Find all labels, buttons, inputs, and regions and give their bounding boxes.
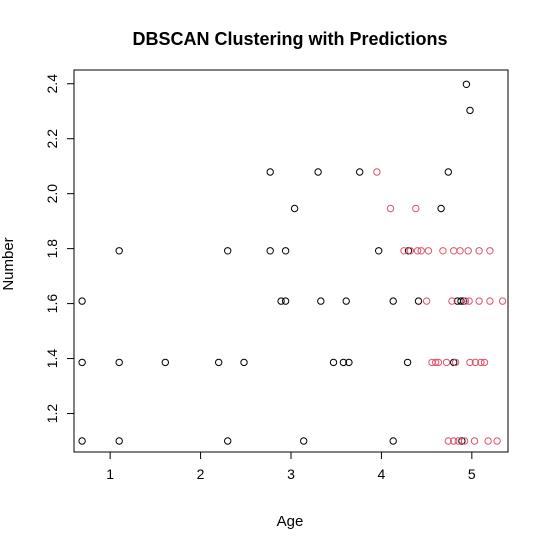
data-point-s0-6 — [161, 358, 170, 367]
data-point-s1-1 — [386, 204, 395, 213]
chart-title: DBSCAN Clustering with Predictions — [132, 29, 447, 49]
data-point-s0-21 — [339, 358, 348, 367]
data-point-s1-24 — [465, 297, 473, 305]
data-point-s0-16 — [290, 204, 299, 213]
y-tick-label-1: 1.4 — [44, 349, 60, 369]
data-point-s0-2 — [78, 297, 86, 305]
data-point-s1-5 — [413, 247, 422, 255]
y-tick-label-6: 2.4 — [44, 74, 60, 94]
data-point-s1-11 — [434, 358, 443, 367]
data-point-s0-39 — [466, 106, 474, 115]
data-point-s1-7 — [422, 297, 431, 305]
data-point-s0-5 — [115, 247, 123, 255]
data-point-s1-9 — [428, 358, 436, 367]
data-point-s0-1 — [78, 358, 86, 367]
data-point-s0-22 — [342, 297, 350, 305]
y-tick-label-3: 1.8 — [44, 239, 60, 259]
data-point-s1-22 — [461, 297, 470, 305]
data-point-s0-12 — [266, 168, 274, 176]
y-axis: 1.2 1.4 1.6 1.8 2.0 2.2 2.4 — [44, 74, 75, 424]
data-point-s0-4 — [115, 358, 123, 367]
data-point-s1-29 — [475, 247, 483, 255]
data-point-s1-30 — [477, 358, 485, 367]
data-point-s0-19 — [317, 297, 325, 305]
data-point-s0-7 — [215, 358, 223, 367]
data-point-s1-0 — [373, 168, 381, 176]
data-point-s1-15 — [448, 297, 456, 305]
data-point-s1-27 — [471, 358, 480, 367]
data-point-s0-25 — [375, 247, 383, 255]
y-tick-label-2: 1.6 — [44, 294, 60, 314]
data-point-s1-34 — [486, 247, 494, 255]
data-point-s1-36 — [498, 297, 507, 305]
data-point-s1-13 — [442, 358, 451, 367]
data-point-s0-8 — [224, 437, 232, 445]
data-point-s1-17 — [450, 247, 458, 255]
data-point-s0-11 — [266, 247, 274, 255]
data-point-s1-32 — [484, 437, 492, 445]
data-point-s1-18 — [451, 358, 460, 367]
data-point-s1-12 — [439, 247, 447, 255]
y-axis-label: Number — [0, 237, 17, 290]
data-point-s0-23 — [345, 358, 353, 367]
data-point-s0-24 — [356, 168, 364, 176]
data-point-s1-35 — [493, 437, 501, 445]
data-point-s1-25 — [466, 358, 474, 367]
data-point-s1-2 — [400, 247, 408, 255]
data-point-s0-3 — [115, 437, 123, 445]
data-point-s1-14 — [444, 437, 452, 445]
data-point-s0-26 — [389, 437, 397, 445]
data-point-s1-6 — [417, 247, 425, 255]
data-point-s1-3 — [406, 247, 414, 255]
data-point-s1-20 — [456, 247, 464, 255]
data-point-s1-23 — [464, 247, 472, 255]
data-point-s1-21 — [460, 437, 469, 445]
data-point-s0-14 — [281, 297, 290, 305]
data-point-s0-17 — [300, 437, 308, 445]
y-tick-label-5: 2.2 — [44, 129, 60, 149]
data-point-s0-35 — [457, 297, 465, 305]
points-layer — [78, 80, 507, 445]
data-point-s1-16 — [450, 437, 458, 445]
data-point-s0-0 — [78, 437, 86, 445]
y-tick-label-4: 2.0 — [44, 184, 60, 204]
x-tick-label-0: 1 — [106, 466, 114, 482]
data-point-s0-33 — [450, 358, 458, 367]
data-point-s1-26 — [470, 437, 479, 445]
data-point-s0-15 — [281, 247, 290, 255]
data-point-s0-27 — [389, 297, 397, 305]
data-point-s0-20 — [329, 358, 338, 367]
data-point-s0-13 — [277, 297, 285, 305]
data-point-s0-36 — [458, 437, 466, 445]
data-point-s1-4 — [412, 204, 420, 213]
y-tick-label-0: 1.2 — [44, 404, 60, 424]
data-point-s0-28 — [403, 358, 412, 367]
data-point-s0-38 — [462, 80, 471, 89]
x-tick-label-2: 3 — [287, 466, 295, 482]
data-point-s0-30 — [414, 297, 423, 305]
data-point-s1-10 — [432, 358, 440, 367]
x-axis: 1 2 3 4 5 — [106, 451, 476, 482]
x-tick-label-1: 2 — [197, 466, 205, 482]
data-point-s0-18 — [314, 168, 322, 176]
plot-frame — [73, 69, 509, 453]
data-point-s1-8 — [424, 247, 433, 255]
x-axis-label: Age — [277, 513, 304, 530]
data-point-s0-9 — [224, 247, 232, 255]
x-tick-label-4: 5 — [468, 466, 476, 482]
data-point-s0-32 — [444, 168, 452, 176]
data-point-s0-31 — [437, 204, 445, 213]
data-point-s0-10 — [240, 358, 248, 367]
x-tick-label-3: 4 — [378, 466, 386, 482]
data-point-s1-31 — [480, 358, 489, 367]
data-point-s1-33 — [486, 297, 494, 305]
data-point-s1-28 — [475, 297, 483, 305]
